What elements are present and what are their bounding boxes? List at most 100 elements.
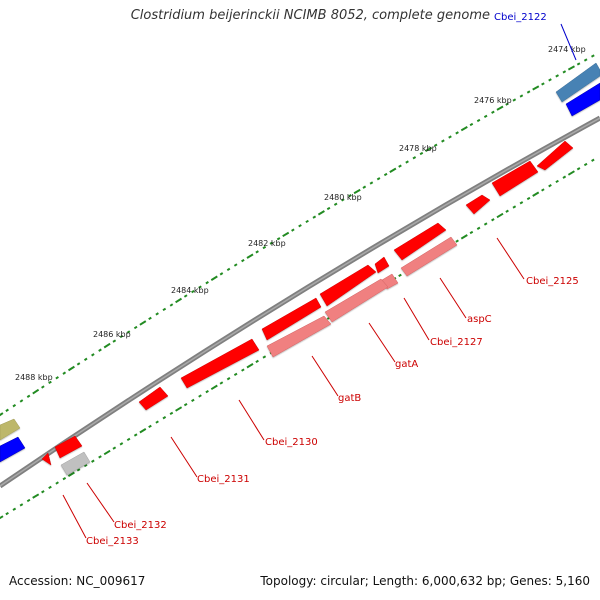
- gene-label-gat-a[interactable]: gatA: [395, 359, 418, 370]
- gene-arrow-cbei-2124[interactable]: [536, 140, 574, 171]
- gene-arrow-gat-a-rna[interactable]: [324, 278, 389, 323]
- outer-scale-tick: [496, 105, 504, 111]
- outer-scale-tick: [112, 339, 117, 343]
- inner-scale-tick: [91, 459, 95, 463]
- inner-scale-tick: [526, 196, 531, 201]
- outer-scale-tick: [191, 289, 195, 294]
- inner-scale-tick: [139, 428, 147, 434]
- outer-scale-tick: [205, 281, 209, 285]
- outer-scale-tick: [210, 275, 218, 281]
- outer-scale-tick: [282, 231, 290, 238]
- gene-label-cbei-2133[interactable]: Cbei_2133: [86, 536, 139, 547]
- tick-label-2480: 2480 kbp: [324, 193, 362, 202]
- outer-scale-tick: [62, 371, 67, 375]
- outer-scale-tick: [83, 357, 88, 362]
- outer-scale-tick: [576, 62, 581, 66]
- outer-scale-tick: [341, 198, 345, 202]
- gene-arrow-asp-c-rna[interactable]: [400, 236, 458, 277]
- outer-scale-tick: [233, 263, 238, 267]
- outer-scale-tick: [41, 385, 45, 389]
- outer-scale-tick: [362, 185, 367, 189]
- outer-scale-tick: [583, 58, 588, 62]
- outer-scale-tick: [483, 114, 488, 118]
- outer-scale-tick: [353, 188, 361, 195]
- inner-scale-tick: [155, 420, 159, 424]
- inner-scale-tick: [41, 490, 45, 494]
- outer-scale-tick: [567, 65, 575, 71]
- gene-arrow-blue-right[interactable]: [565, 82, 600, 117]
- gene-arrow-asp-c[interactable]: [393, 222, 447, 261]
- inner-scale-tick: [162, 416, 167, 420]
- inner-scale-tick: [567, 170, 575, 176]
- outer-scale-tick: [425, 146, 433, 152]
- gene-arrow-blue-left[interactable]: [0, 436, 26, 463]
- gene-arrow-cbei-2131[interactable]: [138, 386, 169, 411]
- leader-line-cbei-2125: [496, 237, 525, 280]
- outer-scale-tick: [512, 98, 517, 102]
- outer-scale-tick: [5, 408, 9, 412]
- gene-arrow-cbei-2132[interactable]: [54, 435, 83, 459]
- outer-scale-tick: [448, 135, 452, 139]
- outer-scale-tick: [48, 380, 52, 385]
- inner-scale-tick: [183, 403, 188, 407]
- inner-scale-tick: [460, 234, 468, 240]
- leader-line-cbei-2122: [560, 23, 577, 61]
- outer-scale-tick: [32, 388, 40, 395]
- outer-scale-tick: [103, 342, 111, 349]
- gene-arrow-gat-b[interactable]: [261, 297, 322, 341]
- gene-label-cbei-2130[interactable]: Cbei_2130: [265, 437, 318, 448]
- outer-scale-tick: [126, 330, 131, 334]
- gene-label-cbei-2125[interactable]: Cbei_2125: [526, 276, 579, 287]
- inner-scale-tick: [469, 230, 474, 235]
- inner-scale-tick: [496, 212, 504, 219]
- outer-scale-tick: [119, 334, 124, 339]
- outer-scale-tick: [369, 181, 374, 185]
- inner-scale-tick: [5, 511, 9, 516]
- inner-scale-tick: [198, 394, 202, 398]
- inner-scale-tick: [548, 184, 552, 188]
- gene-label-cbei-2122[interactable]: Cbei_2122: [494, 12, 547, 23]
- gene-arrow-cbei-2126[interactable]: [465, 194, 491, 215]
- gene-arrow-cbei-2122[interactable]: [555, 62, 600, 103]
- gene-label-cbei-2131[interactable]: Cbei_2131: [197, 474, 250, 485]
- outer-scale-tick: [526, 90, 531, 94]
- inner-scale-tick: [112, 446, 117, 450]
- gene-arrow-gat-b-rna[interactable]: [266, 315, 332, 358]
- inner-scale-tick: [226, 377, 231, 381]
- accession-text: Accession: NC_009617: [9, 574, 146, 588]
- outer-scale-tick: [175, 297, 183, 304]
- outer-scale-tick: [0, 412, 4, 417]
- outer-scale-tick: [469, 122, 474, 127]
- outer-scale-tick: [433, 143, 438, 147]
- outer-scale-tick: [162, 307, 167, 312]
- inner-scale-tick: [62, 477, 67, 481]
- gene-arrow-cbei-2127[interactable]: [374, 256, 390, 274]
- outer-scale-tick: [548, 78, 552, 82]
- outer-scale-tick: [389, 167, 397, 173]
- outer-scale-tick: [541, 82, 545, 86]
- gene-arrow-cbei-2125[interactable]: [491, 160, 539, 197]
- gene-label-gat-b[interactable]: gatB: [338, 393, 361, 404]
- outer-scale-tick: [269, 241, 274, 245]
- inner-scale-tick: [175, 406, 183, 412]
- gene-arrow-gat-a[interactable]: [319, 264, 377, 307]
- inner-scale-tick: [210, 384, 218, 391]
- inner-scale-tick: [12, 507, 17, 511]
- gene-label-asp-c[interactable]: aspC: [467, 314, 492, 325]
- gene-label-cbei-2132[interactable]: Cbei_2132: [114, 520, 167, 531]
- gene-arrow-olive-left[interactable]: [0, 418, 21, 441]
- outer-scale-tick: [312, 215, 317, 219]
- gene-arrow-cbei-2133[interactable]: [41, 452, 52, 466]
- inner-scale-tick: [83, 463, 88, 468]
- outer-scale-tick: [255, 250, 259, 254]
- outer-scale-tick: [276, 237, 281, 241]
- gene-arrow-cbei-2130[interactable]: [180, 338, 260, 389]
- gene-arrow-cbei-2132-rna[interactable]: [60, 451, 91, 476]
- gene-label-cbei-2127[interactable]: Cbei_2127: [430, 337, 483, 348]
- inner-scale-tick: [562, 175, 567, 179]
- outer-scale-tick: [562, 70, 567, 74]
- tick-label-2486: 2486 kbp: [93, 330, 131, 339]
- tick-label-2474: 2474 kbp: [548, 45, 586, 54]
- outer-scale-tick: [460, 126, 468, 132]
- outer-scale-tick: [198, 285, 202, 289]
